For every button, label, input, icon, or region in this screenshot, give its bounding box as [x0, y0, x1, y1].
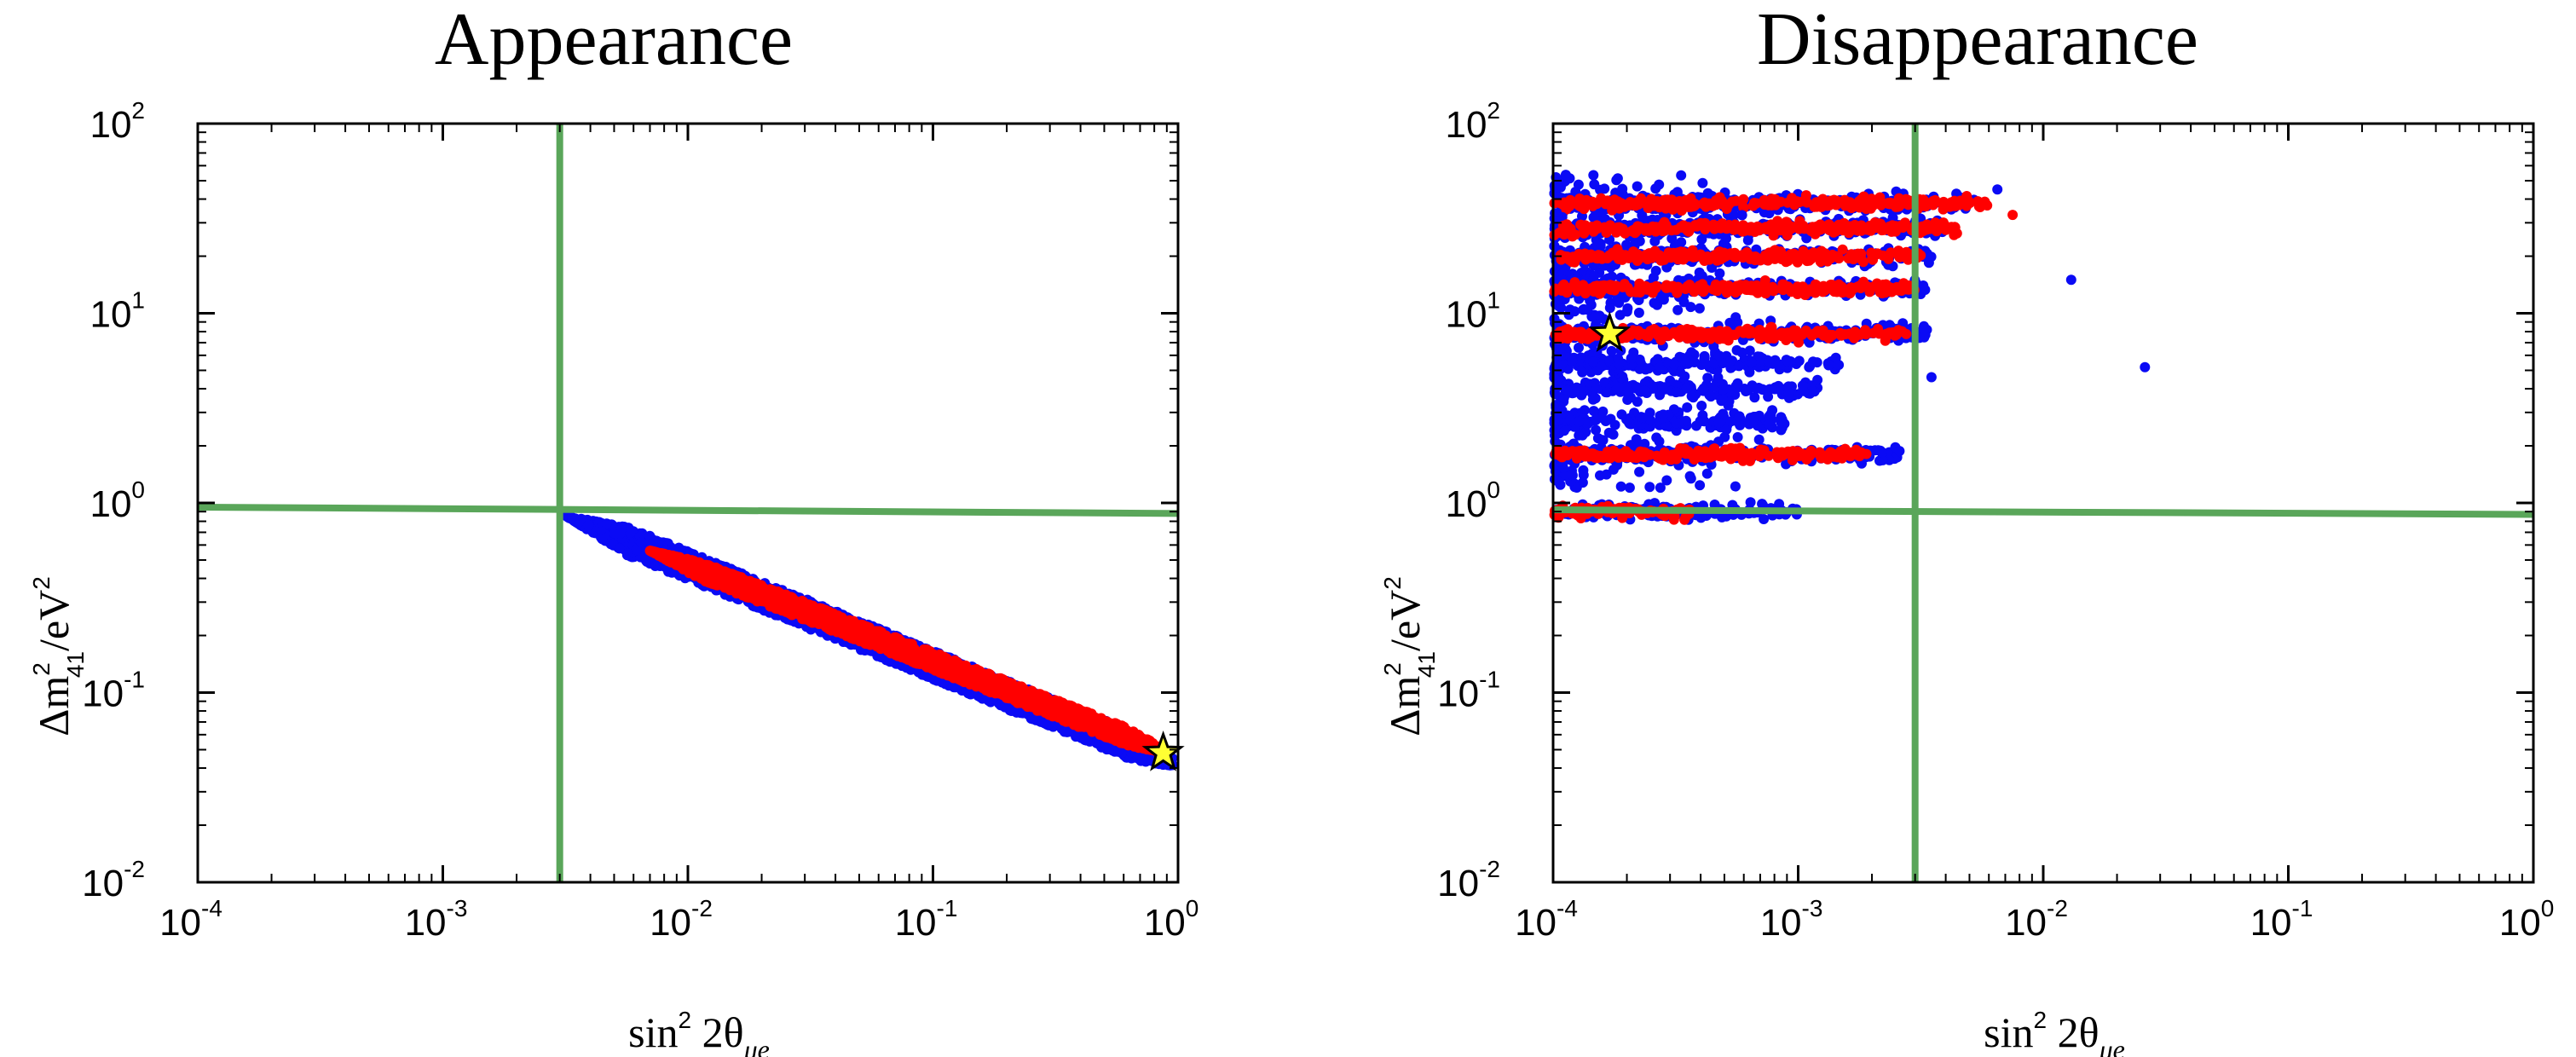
y-tick-label: 101 [90, 287, 145, 336]
blue-scatter-point [632, 545, 643, 556]
x-tick-label: 10-2 [650, 895, 713, 944]
red-scatter-point [661, 549, 673, 560]
red-scatter-point [783, 608, 794, 619]
red-scatter-point [719, 567, 730, 578]
appearance-y-axis-label: Δm2 41/eV2 [28, 576, 89, 736]
blue-scatter-point [566, 511, 577, 523]
appearance-panel: Appearance 10-4 10-3 10-2 10-1 10010-210-110… [28, 0, 1198, 1057]
x-tick-label: 10-1 [895, 895, 958, 944]
red-scatter-point [1115, 737, 1126, 748]
x-tick-label: 10-3 [405, 895, 468, 944]
red-scatter-point [998, 685, 1009, 696]
appearance-axes-frame [196, 122, 1180, 884]
red-scatter-point [1112, 719, 1123, 731]
blue-scatter-point [636, 537, 647, 548]
red-scatter-point [1128, 734, 1139, 745]
red-scatter-point [875, 643, 887, 654]
y-tick-label: 10-1 [82, 667, 145, 715]
blue-scatter-point [997, 700, 1008, 711]
appearance-x-axis-label: sin2 2θμe [628, 1007, 770, 1057]
red-scatter-point [1102, 725, 1113, 735]
red-scatter-point [844, 615, 855, 626]
red-scatter-point [1018, 683, 1029, 694]
red-scatter-point [1089, 724, 1100, 734]
y-tick-label: 100 [90, 477, 145, 525]
blue-scatter-point [625, 528, 636, 539]
y-tick-label: 102 [90, 97, 145, 146]
appearance-reference-lines [197, 124, 1179, 882]
red-scatter-point [985, 675, 996, 686]
red-scatter-point [910, 653, 921, 664]
red-scatter-point [1063, 702, 1073, 713]
red-scatter-point [1049, 701, 1060, 712]
red-scatter-point [1065, 712, 1076, 723]
red-scatter-point [985, 687, 996, 698]
red-scatter-point [807, 600, 818, 611]
y-tick-label: 10-2 [82, 856, 145, 904]
blue-scatter-point [1107, 745, 1118, 756]
red-scatter-point [779, 590, 790, 601]
red-scatter-point [765, 591, 777, 602]
red-scatter-point [702, 575, 713, 586]
appearance-points [561, 511, 1178, 771]
blue-scatter-point [962, 688, 973, 699]
reference-horizontal-line [197, 503, 1179, 517]
blue-scatter-point [601, 518, 612, 529]
red-scatter-point [690, 570, 701, 581]
blue-scatter-point [583, 520, 594, 531]
blue-scatter-point [1059, 726, 1070, 737]
plot-frame [196, 122, 1180, 884]
red-scatter-point [738, 586, 749, 597]
blue-scatter-point [1082, 734, 1093, 745]
appearance-ticks: 10-4 10-3 10-2 10-1 100 10-2 10-1 100 101 102 [82, 97, 1198, 944]
appearance-title: Appearance [435, 0, 793, 81]
red-scatter-point [1008, 690, 1019, 702]
red-scatter-point [704, 563, 715, 575]
red-scatter-point [931, 661, 942, 672]
red-scatter-point [838, 626, 849, 637]
red-scatter-point [950, 662, 961, 673]
x-tick-label: 100 [1144, 895, 1199, 944]
red-scatter-point [898, 645, 910, 656]
red-scatter-point [860, 622, 871, 633]
red-scatter-point [1026, 700, 1037, 711]
red-scatter-point [727, 580, 738, 592]
red-scatter-point [692, 557, 703, 569]
disappearance-title: Disappearance [1757, 0, 2198, 81]
blue-scatter-point [615, 528, 626, 540]
red-scatter-point [849, 626, 859, 636]
red-scatter-point [749, 589, 760, 600]
red-scatter-point [1019, 692, 1031, 703]
red-scatter-point [1079, 712, 1089, 723]
disappearance-points [1549, 170, 2151, 525]
red-scatter-point [1038, 702, 1049, 713]
blue-scatter-point [614, 543, 625, 554]
red-scatter-point [833, 611, 844, 622]
blue-scatter-point [1143, 754, 1154, 765]
x-tick-label: 10-4 [159, 895, 222, 944]
red-scatter-point [875, 630, 887, 641]
blue-scatter-point [597, 533, 608, 544]
red-scatter-point [967, 678, 979, 689]
red-scatter-point [678, 554, 689, 565]
disappearance-panel: Disappearance 10-4 10-3 10-2 10-1 10010-210-… [1379, 0, 2554, 1057]
